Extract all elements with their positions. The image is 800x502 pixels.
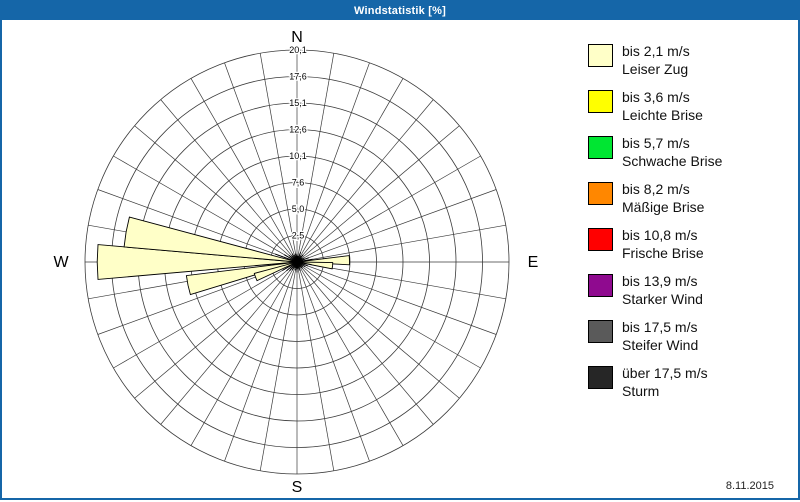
legend-item: bis 5,7 m/s Schwache Brise [588,134,722,170]
legend-swatch-strong-wind [588,274,613,297]
ring-label: 17,6 [289,72,307,82]
wind-spike [282,261,298,271]
grid-spoke [134,261,298,399]
legend-speed: bis 2,1 m/s [622,43,690,59]
grid-spoke [190,78,298,263]
grid-spoke [160,99,298,263]
grid-spoke [97,189,298,263]
wind-petal [123,216,298,263]
grid-spoke [224,261,298,462]
legend-label: Schwache Brise [622,153,723,169]
window-title-bar: Windstatistik [%] [2,2,798,20]
compass-label-east: E [528,254,539,271]
legend-label: Leiser Zug [622,61,689,77]
legend-swatch-light-breeze [588,90,613,113]
grid-spoke [134,125,298,263]
ring-label: 15,1 [289,98,307,108]
legend-item: bis 10,8 m/s Frische Brise [588,226,722,262]
ring-label: 7,6 [292,178,305,188]
compass-label-west: W [53,254,69,271]
legend-swatch-stiff-wind [588,320,613,343]
ring-label: 20,1 [289,45,307,55]
legend-label: Sturm [622,383,660,399]
wind-spike [295,253,298,263]
grid-spoke [296,261,404,446]
grid-spoke [160,261,298,425]
wind-petal [253,261,298,282]
date-label: 8.11.2015 [725,480,774,492]
grid-spoke [296,261,434,425]
grid-spoke [296,261,481,369]
grid-spoke [190,261,298,446]
grid-spoke [113,155,298,263]
legend-speed: bis 17,5 m/s [622,319,698,335]
compass-label-north: N [291,29,303,46]
ring-label: 10,1 [289,151,307,161]
legend-swatch-calm [588,44,613,67]
grid-spoke [296,261,460,399]
legend-speed: bis 3,6 m/s [622,89,690,105]
ring-label: 12,6 [289,125,307,135]
legend-speed: bis 8,2 m/s [622,181,690,197]
grid-spoke [296,125,460,263]
ring-label: 5,0 [292,204,305,214]
grid-spoke [296,189,497,263]
legend: bis 2,1 m/s Leiser Zug bis 3,6 m/s Leich… [588,42,722,400]
grid-spoke [296,155,481,263]
grid-spoke [224,62,298,263]
legend-label: Steifer Wind [622,337,699,353]
legend-speed: über 17,5 m/s [622,365,708,381]
grid-spoke [259,53,298,263]
legend-label: Frische Brise [622,245,704,261]
wind-spike [275,253,298,263]
legend-swatch-fresh-breeze [588,228,613,251]
ring-label: 2,5 [292,231,305,241]
legend-label: Mäßige Brise [622,199,705,215]
legend-item: bis 17,5 m/s Steifer Wind [588,318,722,354]
grid-spoke [296,261,335,471]
legend-item: bis 13,9 m/s Starker Wind [588,272,722,308]
legend-label: Leichte Brise [622,107,703,123]
legend-swatch-moderate-breeze [588,182,613,205]
grid-spoke [296,53,335,263]
compass-label-south: S [292,479,303,496]
legend-item: bis 2,1 m/s Leiser Zug [588,42,722,78]
grid-spoke [296,261,370,462]
legend-item: bis 3,6 m/s Leichte Brise [588,88,722,124]
wind-spike [296,258,313,263]
legend-label: Starker Wind [622,291,703,307]
legend-item: über 17,5 m/s Sturm [588,364,722,400]
legend-swatch-gentle-breeze [588,136,613,159]
grid-spoke [259,261,298,471]
legend-swatch-storm [588,366,613,389]
grid-spoke [296,78,404,263]
legend-speed: bis 5,7 m/s [622,135,690,151]
grid-spoke [296,261,497,335]
grid-spoke [296,224,506,263]
window-title: Windstatistik [%] [354,5,446,17]
grid-spoke [296,99,434,263]
legend-speed: bis 10,8 m/s [622,227,698,243]
legend-item: bis 8,2 m/s Mäßige Brise [588,180,722,216]
legend-speed: bis 13,9 m/s [622,273,698,289]
grid-spoke [113,261,298,369]
grid-spoke [296,62,370,263]
